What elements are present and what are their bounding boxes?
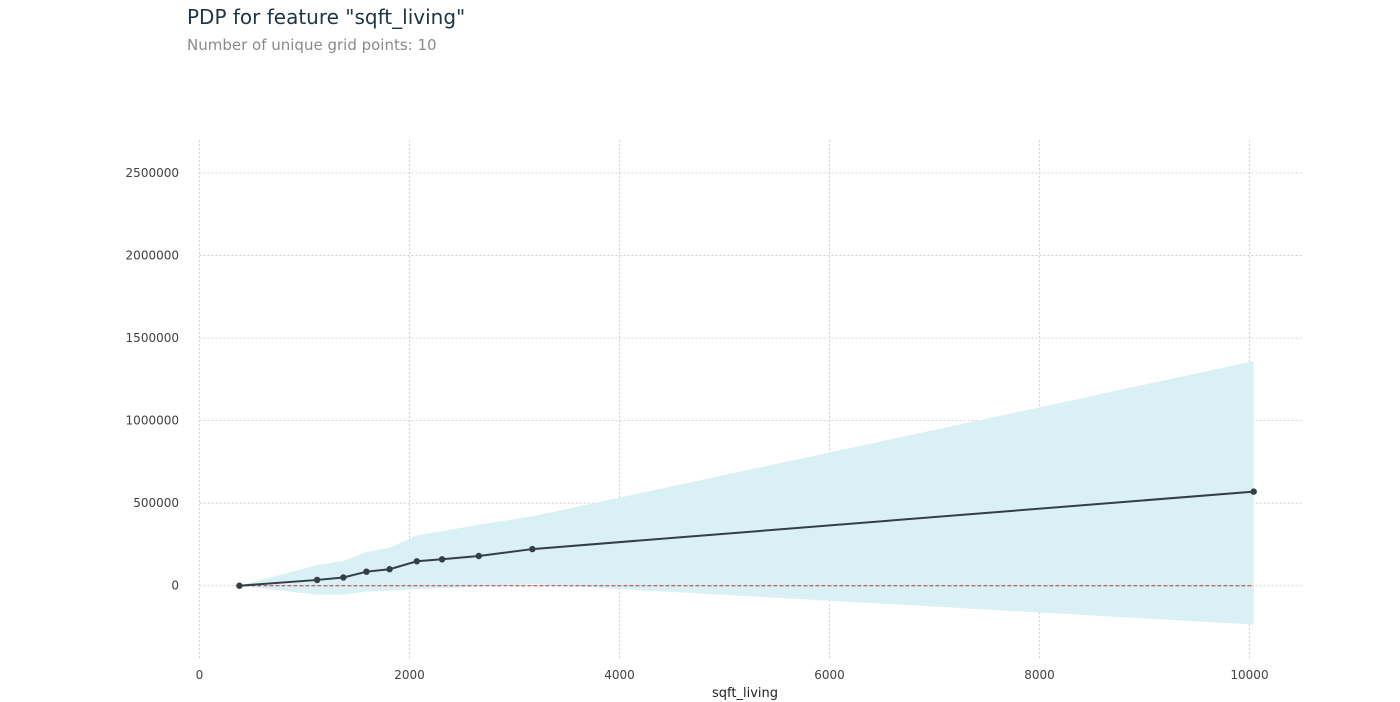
pdp-point	[363, 568, 370, 575]
pdp-point	[1250, 488, 1257, 495]
y-tick-labels: 0 500000 1000000 1500000 2000000 2500000	[126, 166, 179, 593]
y-tick-label: 0	[171, 579, 179, 593]
x-tick-label: 10000	[1230, 668, 1268, 682]
pdp-points-layer	[236, 488, 1257, 589]
pdp-point	[313, 576, 321, 584]
pdp-point	[438, 556, 446, 563]
confidence-band	[239, 361, 1254, 625]
chart-subtitle: Number of unique grid points: 10	[187, 36, 437, 54]
x-tick-label: 2000	[394, 668, 425, 682]
pdp-line	[239, 490, 1254, 587]
pdp-point	[475, 552, 482, 560]
x-tick-labels: 0 2000 4000 6000 8000 10000	[196, 668, 1269, 682]
y-tick-label: 1000000	[126, 414, 179, 428]
y-tick-label: 2500000	[126, 166, 179, 180]
pdp-line-layer	[239, 490, 1254, 587]
x-tick-label: 0	[196, 668, 204, 682]
x-axis-label: sqft_living	[712, 686, 778, 701]
y-tick-label: 2000000	[126, 249, 179, 263]
chart-title: PDP for feature "sqft_living"	[187, 5, 466, 29]
confidence-band-layer	[239, 361, 1254, 625]
y-tick-label: 1500000	[126, 331, 179, 345]
pdp-point	[386, 566, 393, 573]
x-tick-label: 8000	[1024, 668, 1055, 682]
x-tick-label: 6000	[814, 668, 845, 682]
y-tick-label: 500000	[133, 496, 179, 510]
pdp-point	[340, 574, 347, 581]
pdp-point	[529, 545, 536, 553]
pdp-point	[413, 558, 421, 565]
pdp-point	[236, 582, 243, 589]
x-tick-label: 4000	[604, 668, 635, 682]
